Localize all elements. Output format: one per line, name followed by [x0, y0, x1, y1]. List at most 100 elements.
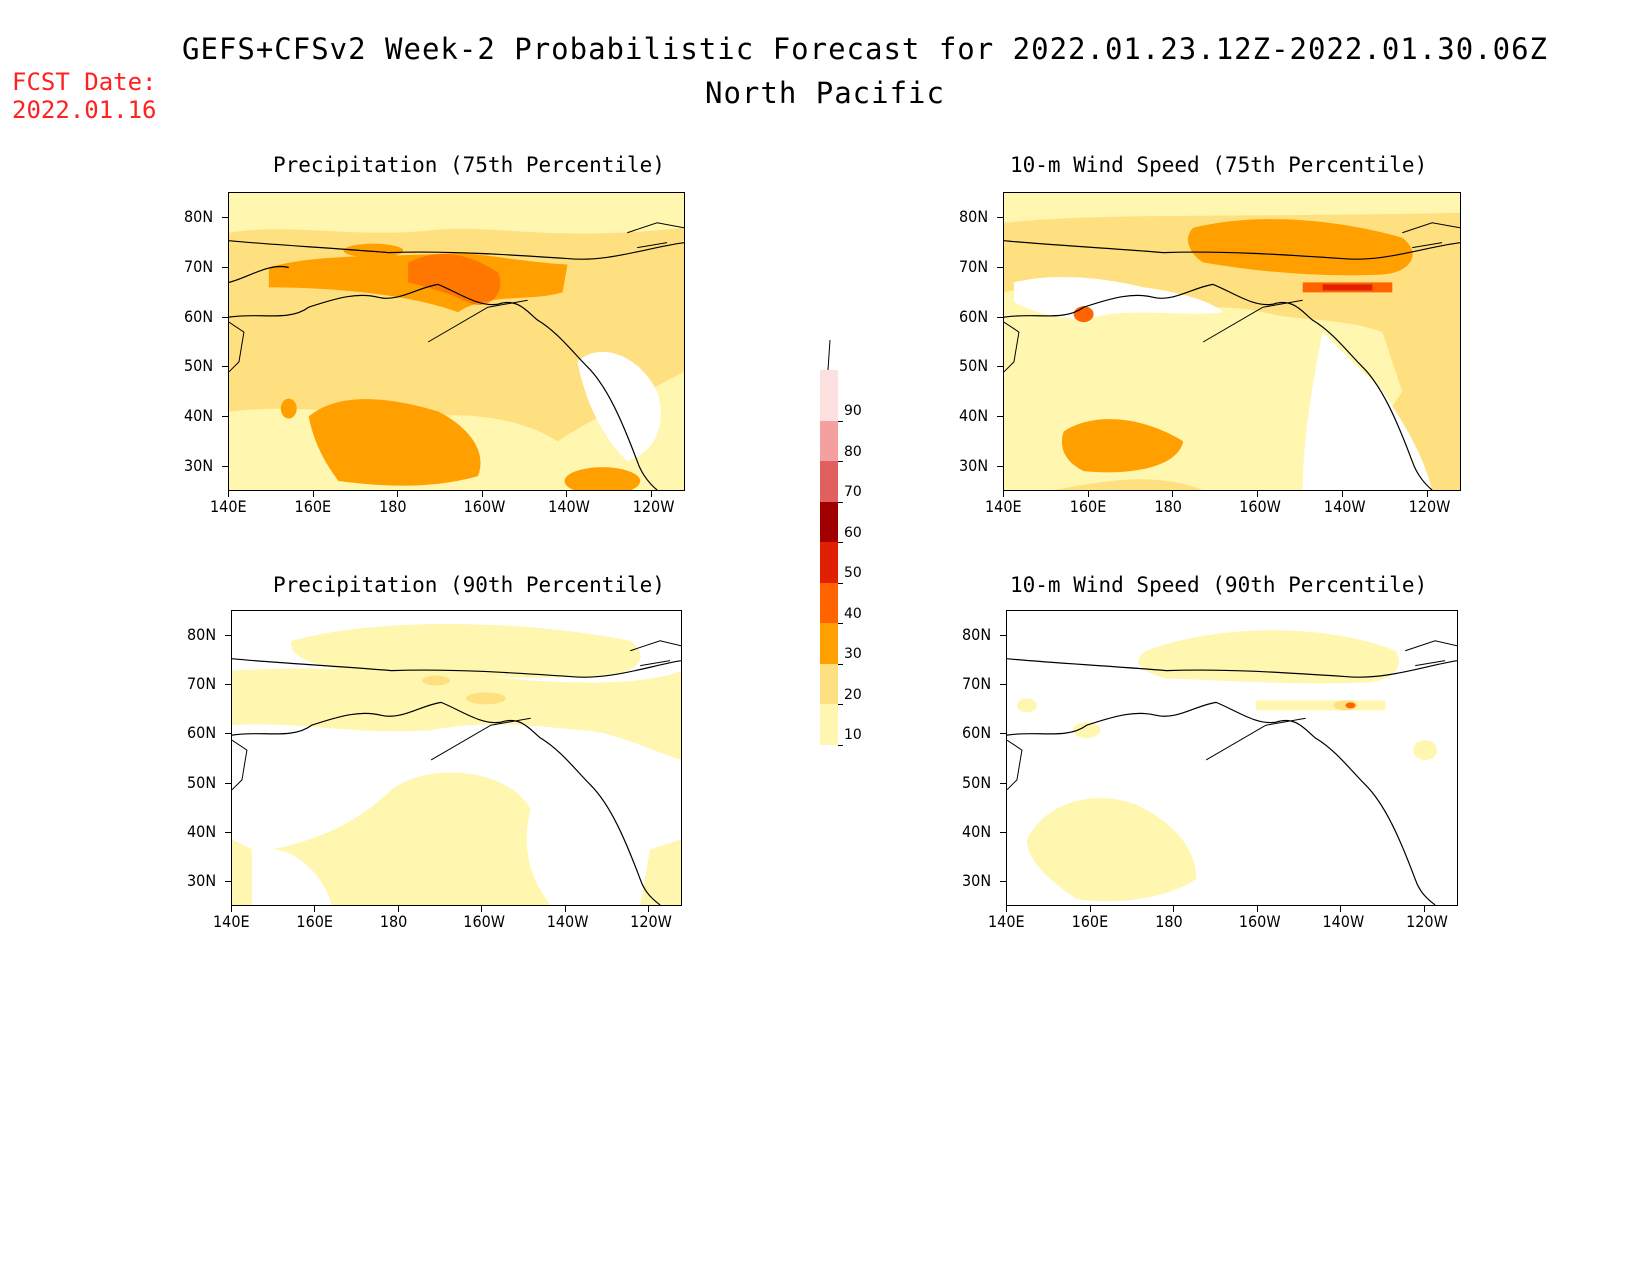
lat-tick-mark — [1000, 634, 1006, 636]
lat-tick-label: 70N — [962, 674, 992, 693]
lon-tick-mark — [1172, 491, 1174, 497]
page-title: GEFS+CFSv2 Week-2 Probabilistic Forecast… — [181, 32, 1548, 66]
colorbar-tick — [838, 623, 843, 624]
map-wind-75 — [1003, 192, 1461, 491]
lat-tick-label: 40N — [959, 406, 989, 426]
lon-tick-label: 120W — [630, 912, 672, 931]
lat-tick-mark — [997, 216, 1003, 218]
lon-tick-label: 140W — [1323, 497, 1366, 516]
lon-tick-mark — [397, 906, 399, 912]
lat-tick-mark — [225, 684, 231, 685]
colorbar-tick — [838, 663, 843, 665]
lon-tick-mark — [1173, 906, 1175, 912]
lat-tick-mark — [222, 366, 228, 368]
lat-tick-label: 60N — [962, 723, 992, 743]
colorbar-label: 80 — [844, 443, 862, 460]
lon-tick-label: 180 — [379, 497, 407, 516]
lon-tick-mark — [1087, 491, 1089, 497]
lon-tick-label: 160W — [463, 912, 505, 931]
panel-title: 10-m Wind Speed (75th Percentile) — [1010, 153, 1428, 177]
colorbar-swatch — [820, 704, 838, 745]
lon-tick-mark — [1256, 906, 1258, 912]
lat-tick-mark — [997, 266, 1003, 268]
lat-tick-mark — [225, 832, 231, 833]
map-precip-75 — [228, 192, 685, 491]
colorbar-label: 10 — [844, 727, 862, 743]
colorbar-swatch — [820, 623, 838, 664]
lat-tick-mark — [997, 416, 1003, 418]
colorbar-swatch — [820, 420, 838, 461]
lon-tick-mark — [564, 906, 566, 912]
lon-tick-mark — [481, 491, 483, 497]
lon-tick-mark — [231, 906, 232, 912]
lon-tick-label: 160W — [1239, 497, 1281, 516]
lat-tick-mark — [997, 466, 1003, 468]
lon-tick-mark — [314, 906, 316, 912]
lat-tick-label: 50N — [184, 356, 214, 376]
lat-tick-mark — [1000, 684, 1006, 685]
colorbar-swatch — [820, 542, 838, 583]
lon-tick-mark — [228, 491, 229, 497]
lon-tick-label: 140E — [213, 912, 250, 931]
lat-tick-label: 80N — [959, 206, 989, 226]
lat-tick-mark — [225, 782, 231, 784]
colorbar-label: 70 — [844, 484, 862, 500]
lon-tick-mark — [397, 491, 399, 497]
lon-tick-label: 140E — [988, 912, 1025, 931]
colorbar-label: 50 — [844, 565, 862, 581]
lon-tick-label: 180 — [379, 912, 408, 931]
lat-tick-mark — [222, 266, 228, 268]
colorbar-tick — [838, 420, 843, 422]
lat-tick-label: 50N — [187, 772, 217, 792]
lat-tick-mark — [225, 634, 231, 636]
lon-tick-label: 120W — [632, 497, 675, 516]
map-precip-90 — [231, 610, 682, 906]
colorbar-label: 40 — [844, 605, 862, 622]
lat-tick-label: 60N — [187, 723, 217, 743]
lat-tick-mark — [1000, 881, 1006, 883]
colorbar-tick — [838, 582, 843, 584]
lon-tick-mark — [1257, 491, 1259, 497]
lon-tick-label: 140E — [985, 497, 1022, 516]
colorbar-tick — [838, 542, 843, 543]
lat-tick-label: 80N — [962, 624, 992, 644]
colorbar-swatch — [820, 663, 838, 704]
lon-tick-label: 140W — [546, 912, 589, 931]
lon-tick-label: 160W — [463, 497, 506, 516]
lat-tick-label: 30N — [187, 871, 217, 891]
lon-tick-mark — [650, 491, 652, 497]
lon-tick-mark — [1341, 491, 1343, 497]
lat-tick-label: 30N — [959, 456, 989, 476]
lat-tick-label: 50N — [959, 356, 989, 376]
forecast-date-label: FCST Date: — [12, 68, 157, 96]
lon-tick-label: 160E — [1071, 912, 1109, 931]
lon-tick-label: 160W — [1238, 912, 1281, 931]
lat-tick-mark — [222, 466, 228, 468]
lon-tick-mark — [1340, 906, 1342, 912]
lon-tick-label: 160E — [294, 497, 332, 516]
lat-tick-label: 70N — [187, 674, 217, 693]
lat-tick-label: 40N — [962, 822, 992, 841]
lon-tick-label: 140W — [1322, 912, 1365, 931]
lon-tick-label: 120W — [1408, 497, 1451, 516]
lat-tick-label: 80N — [184, 206, 214, 226]
lon-tick-label: 160E — [1069, 497, 1107, 516]
colorbar-label: 20 — [844, 686, 862, 703]
lat-tick-label: 40N — [184, 406, 214, 426]
lon-tick-mark — [1006, 906, 1007, 912]
colorbar-tick — [838, 501, 843, 503]
lat-tick-label: 70N — [184, 256, 214, 276]
lat-tick-mark — [997, 316, 1003, 318]
lon-tick-label: 180 — [1154, 497, 1182, 516]
lon-tick-label: 160E — [296, 912, 333, 931]
lat-tick-mark — [225, 881, 231, 883]
lon-tick-label: 180 — [1155, 912, 1183, 931]
forecast-date-value: 2022.01.16 — [12, 96, 157, 124]
lat-tick-mark — [1000, 733, 1006, 735]
lat-tick-label: 60N — [959, 306, 989, 326]
colorbar-swatch — [820, 582, 838, 623]
lon-tick-label: 140W — [548, 497, 590, 516]
lat-tick-label: 40N — [187, 822, 217, 841]
colorbar-tick — [838, 704, 843, 705]
lon-tick-mark — [566, 491, 568, 497]
